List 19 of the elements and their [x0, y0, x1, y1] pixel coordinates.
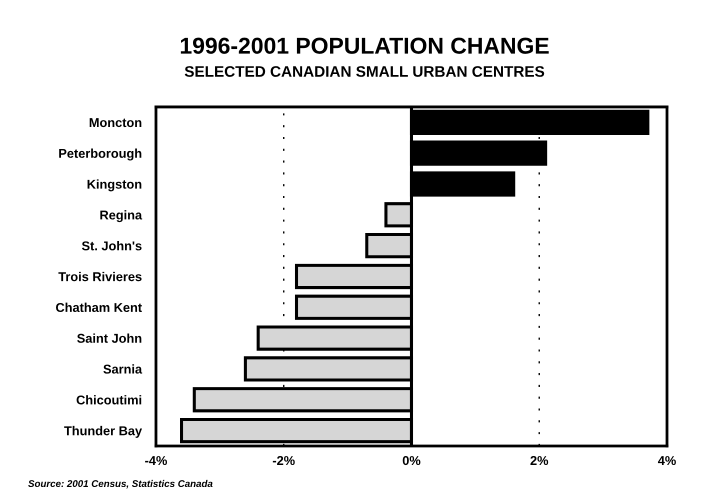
y-tick-label: St. John's: [82, 241, 142, 250]
y-tick-label: Chatham Kent: [56, 302, 142, 312]
chart-subtitle: SELECTED CANADIAN SMALL URBAN CENTRES: [184, 66, 544, 77]
chart-title: 1996-2001 POPULATION CHANGE: [180, 38, 549, 54]
y-tick-label: Moncton: [90, 118, 142, 128]
y-tick-label: Peterborough: [59, 148, 142, 160]
x-tick-label: 2%: [530, 456, 548, 466]
x-tick-label: -4%: [145, 456, 167, 466]
y-tick-label: Thunder Bay: [64, 426, 142, 438]
x-tick-label: -2%: [272, 456, 295, 466]
y-tick-label: Chicoutimi: [76, 395, 142, 404]
y-tick-label: Kingston: [88, 179, 142, 192]
y-tick-label: Trois Rivieres: [58, 272, 142, 282]
x-tick-label: 0%: [402, 456, 420, 466]
x-tick-label: 4%: [658, 456, 676, 466]
y-tick-label: Regina: [100, 210, 142, 222]
y-tick-label: Sarnia: [103, 364, 142, 374]
source-note: Source: 2001 Census, Statistics Canada: [28, 480, 213, 488]
y-tick-label: Saint John: [77, 333, 142, 343]
